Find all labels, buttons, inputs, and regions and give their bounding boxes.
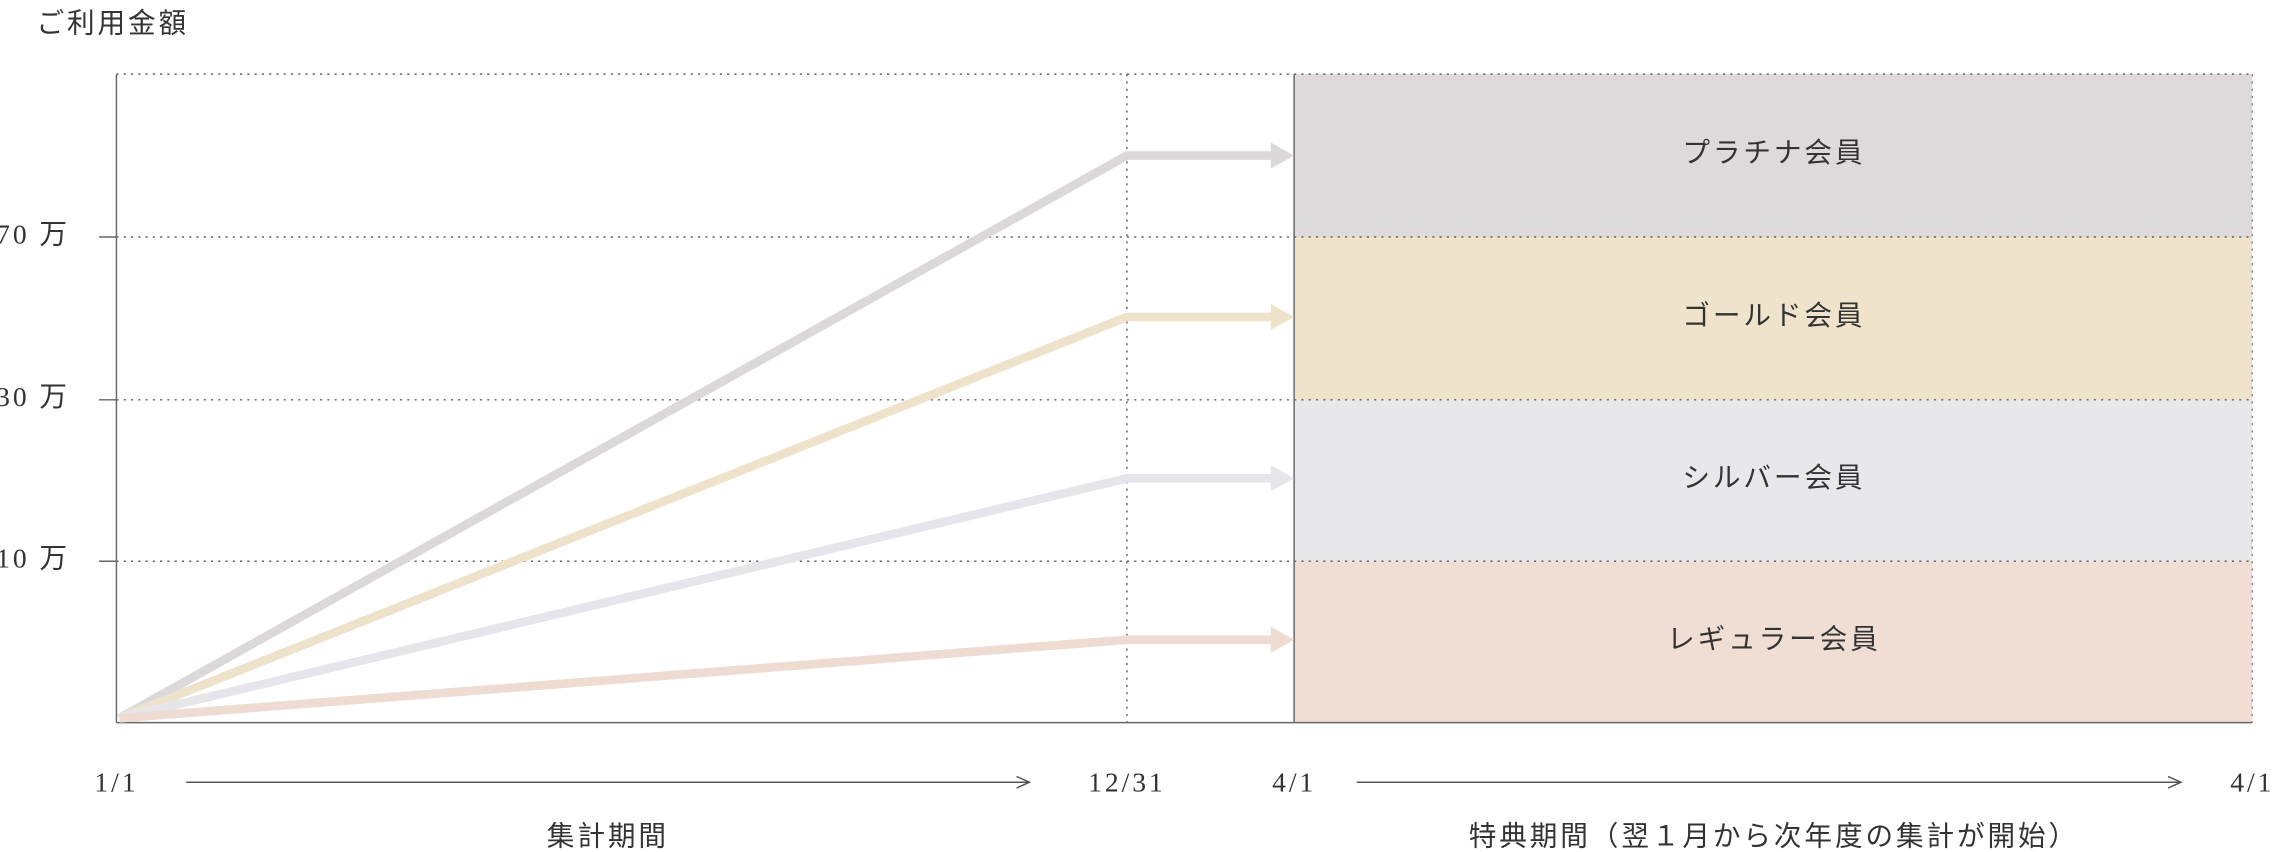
tier-band <box>1294 561 2253 723</box>
y-tick-label: 30 万 <box>0 381 70 412</box>
growth-line <box>117 151 1274 723</box>
x-label: 1/1 <box>94 766 138 797</box>
arrow-head <box>1270 626 1295 653</box>
tier-label: シルバー会員 <box>1682 462 1865 493</box>
y-tick-label: 10 万 <box>0 543 70 574</box>
period-label: 集計期間 <box>547 820 669 851</box>
tier-band <box>1294 399 2253 562</box>
tier-band <box>1294 74 2253 237</box>
x-label: 4/1 <box>1272 766 1316 797</box>
x-label: 4/1 <box>2230 766 2274 797</box>
arrow-head <box>1270 465 1295 492</box>
arrow-head <box>1270 303 1295 331</box>
growth-line <box>118 473 1274 723</box>
growth-line <box>117 312 1274 723</box>
y-axis-label: ご利用金額 <box>36 8 189 39</box>
tier-label: ゴールド会員 <box>1682 300 1865 331</box>
tier-label: レギュラー会員 <box>1667 623 1881 654</box>
period-label: 特典期間（翌１月から次年度の集計が開始） <box>1469 820 2079 851</box>
tier-label: プラチナ会員 <box>1682 137 1865 168</box>
tier-band <box>1294 236 2253 400</box>
arrow-head <box>1270 142 1295 169</box>
y-tick-label: 70 万 <box>0 218 70 249</box>
axes <box>98 74 2253 724</box>
growth-line <box>119 635 1274 723</box>
x-label: 12/31 <box>1088 766 1165 797</box>
